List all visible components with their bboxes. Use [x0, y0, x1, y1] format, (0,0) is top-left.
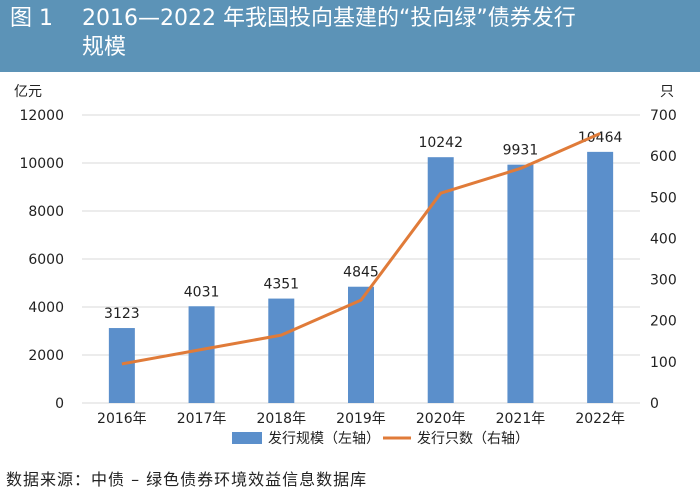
bar-value-label: 4031 [184, 284, 220, 300]
line-series [121, 132, 601, 366]
bar [188, 306, 215, 403]
right-tick-label: 0 [650, 396, 659, 412]
left-tick-label: 2000 [28, 348, 64, 364]
x-tick-label: 2019年 [336, 411, 386, 427]
legend-bar-swatch [232, 432, 262, 444]
bar [587, 151, 614, 403]
bar-value-label: 4351 [263, 277, 299, 293]
series-line [121, 132, 601, 366]
left-tick-label: 10000 [19, 156, 64, 172]
bar [108, 328, 135, 403]
bar [348, 286, 374, 403]
legend: 发行规模（左轴） 发行只数（右轴） [232, 431, 529, 447]
right-tick-label: 700 [650, 108, 677, 124]
right-tick-label: 300 [650, 273, 677, 289]
right-axis-unit: 只 [660, 84, 674, 100]
figure-label: 图 1 [10, 6, 53, 31]
bar [427, 157, 454, 403]
bar-value-label: 10464 [578, 130, 623, 146]
left-tick-label: 0 [55, 396, 64, 412]
combo-chart: 0 2000 4000 6000 8000 10000 12000 0 100 200 300 40… [14, 84, 677, 447]
x-tick-label: 2017年 [177, 411, 227, 427]
right-tick-label: 600 [650, 149, 677, 165]
legend-line-label: 发行只数（右轴） [417, 431, 529, 447]
figure-title-bar: 图 1 2016—2022 年我国投向基建的“投向绿”债券发行 规模 [0, 0, 700, 72]
bar-value-label: 9931 [503, 143, 539, 159]
x-tick-label: 2016年 [97, 411, 147, 427]
right-axis-ticks: 0 100 200 300 400 500 600 700 [650, 108, 677, 412]
source-note: 数据来源：中债 – 绿色债券环境效益信息数据库 [6, 470, 368, 489]
left-tick-label: 4000 [28, 300, 64, 316]
bar-value-labels: 3123 4031 4351 4845 10242 9931 10464 [104, 130, 622, 322]
bar-value-label: 10242 [418, 135, 463, 151]
bar-value-label: 4845 [343, 265, 379, 281]
right-tick-label: 400 [650, 231, 677, 247]
x-tick-label: 2020年 [416, 411, 466, 427]
left-tick-label: 6000 [28, 252, 64, 268]
left-axis-ticks: 0 2000 4000 6000 8000 10000 12000 [19, 108, 64, 412]
legend-bar-label: 发行规模（左轴） [268, 431, 380, 447]
left-tick-label: 12000 [19, 108, 64, 124]
x-tick-label: 2018年 [256, 411, 306, 427]
x-axis-labels: 2016年 2017年 2018年 2019年 2020年 2021年 2022年 [97, 411, 625, 427]
bar-series [108, 151, 614, 403]
figure-title-line1: 2016—2022 年我国投向基建的“投向绿”债券发行 [82, 6, 576, 31]
bar [507, 164, 534, 403]
right-tick-label: 200 [650, 314, 677, 330]
right-tick-label: 100 [650, 355, 677, 371]
left-tick-label: 8000 [28, 204, 64, 220]
left-axis-unit: 亿元 [14, 84, 42, 100]
x-tick-label: 2021年 [496, 411, 546, 427]
bar-value-label: 3123 [104, 306, 140, 322]
right-tick-label: 500 [650, 190, 677, 206]
bar [268, 298, 295, 403]
x-tick-label: 2022年 [575, 411, 625, 427]
figure-title-line2: 规模 [82, 35, 127, 60]
